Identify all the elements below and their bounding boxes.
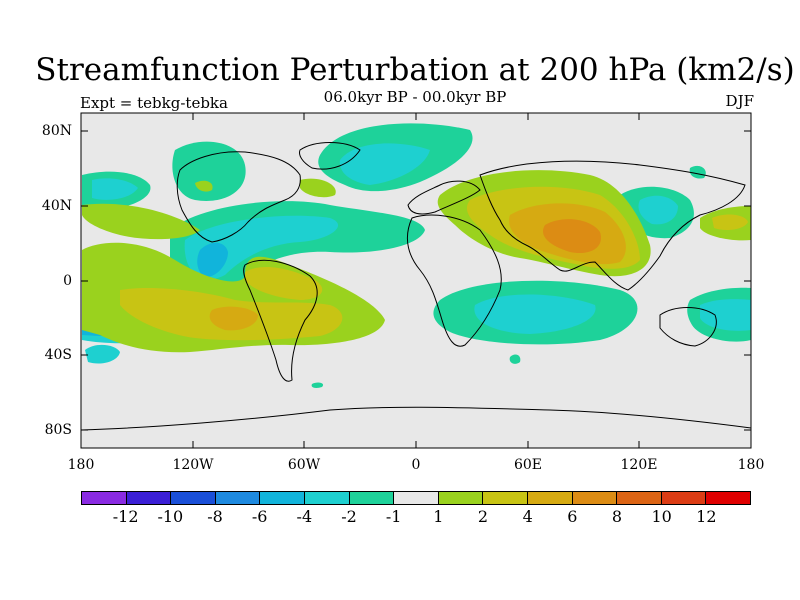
experiment-label: Expt = tebkg-tebka xyxy=(80,94,228,112)
colorbar-swatch xyxy=(483,492,528,504)
colorbar-label: 10 xyxy=(651,507,672,526)
colorbar-label: 6 xyxy=(567,507,578,526)
colorbar-swatch xyxy=(304,492,350,504)
colorbar-label: 8 xyxy=(611,507,623,526)
lon-label-60w: 60W xyxy=(287,457,321,473)
colorbar-label: -12 xyxy=(112,507,139,526)
colorbar-label: -2 xyxy=(341,507,357,526)
lat-label-80n: 80N xyxy=(41,123,72,139)
contour-field xyxy=(81,113,751,448)
south-america-outline xyxy=(243,259,318,382)
colorbar-label: -8 xyxy=(207,507,223,526)
colorbar-swatch xyxy=(126,492,172,504)
colorbar-swatch xyxy=(260,492,305,504)
colorbar-swatch xyxy=(349,492,395,504)
colorbar-label: -4 xyxy=(296,507,313,526)
lon-label-180e: 180 xyxy=(737,457,765,473)
colorbar-swatch xyxy=(82,492,127,504)
lon-label-120e: 120E xyxy=(620,457,658,473)
colorbar-label: 1 xyxy=(433,507,444,526)
coastlines xyxy=(81,142,751,431)
colorbar-swatch xyxy=(527,492,573,504)
lon-label-60e: 60E xyxy=(513,457,543,473)
colorbar-swatch xyxy=(394,492,439,504)
lat-label-80s: 80S xyxy=(44,422,72,438)
colorbar-swatch xyxy=(661,492,707,504)
europe-outline xyxy=(407,180,481,215)
lat-label-0: 0 xyxy=(63,273,72,289)
lon-label-180w: 180 xyxy=(67,457,95,473)
north-america-outline xyxy=(176,151,301,243)
colorbar-label: -6 xyxy=(251,507,268,526)
australia-outline xyxy=(659,307,717,347)
colorbar-label: 2 xyxy=(477,507,489,526)
axis-ticks xyxy=(81,113,751,448)
colorbar xyxy=(81,491,751,505)
colorbar-label: -1 xyxy=(385,507,402,526)
lat-label-40n: 40N xyxy=(41,198,72,214)
antarctica-outline xyxy=(81,406,751,431)
colorbar-swatch xyxy=(706,492,750,504)
colorbar-swatch xyxy=(572,492,618,504)
season-label: DJF xyxy=(725,92,754,110)
colorbar-swatch xyxy=(215,492,261,504)
negative-contours xyxy=(82,123,751,388)
greenland-outline xyxy=(299,142,361,170)
colorbar-swatch xyxy=(438,492,484,504)
colorbar-swatch xyxy=(617,492,662,504)
positive-contours xyxy=(82,170,751,353)
colorbar-label: 12 xyxy=(696,507,717,526)
lon-label-120w: 120W xyxy=(172,457,214,473)
map-title: Streamfunction Perturbation at 200 hPa (… xyxy=(35,52,795,88)
colorbar-label: 4 xyxy=(522,507,533,526)
africa-outline xyxy=(407,214,502,347)
lat-label-40s: 40S xyxy=(44,347,72,363)
colorbar-swatch xyxy=(171,492,216,504)
lon-label-0: 0 xyxy=(411,457,421,473)
map-subtitle: 06.0kyr BP - 00.0kyr BP xyxy=(323,88,507,106)
asia-outline xyxy=(479,160,746,291)
colorbar-label: -10 xyxy=(157,507,184,526)
